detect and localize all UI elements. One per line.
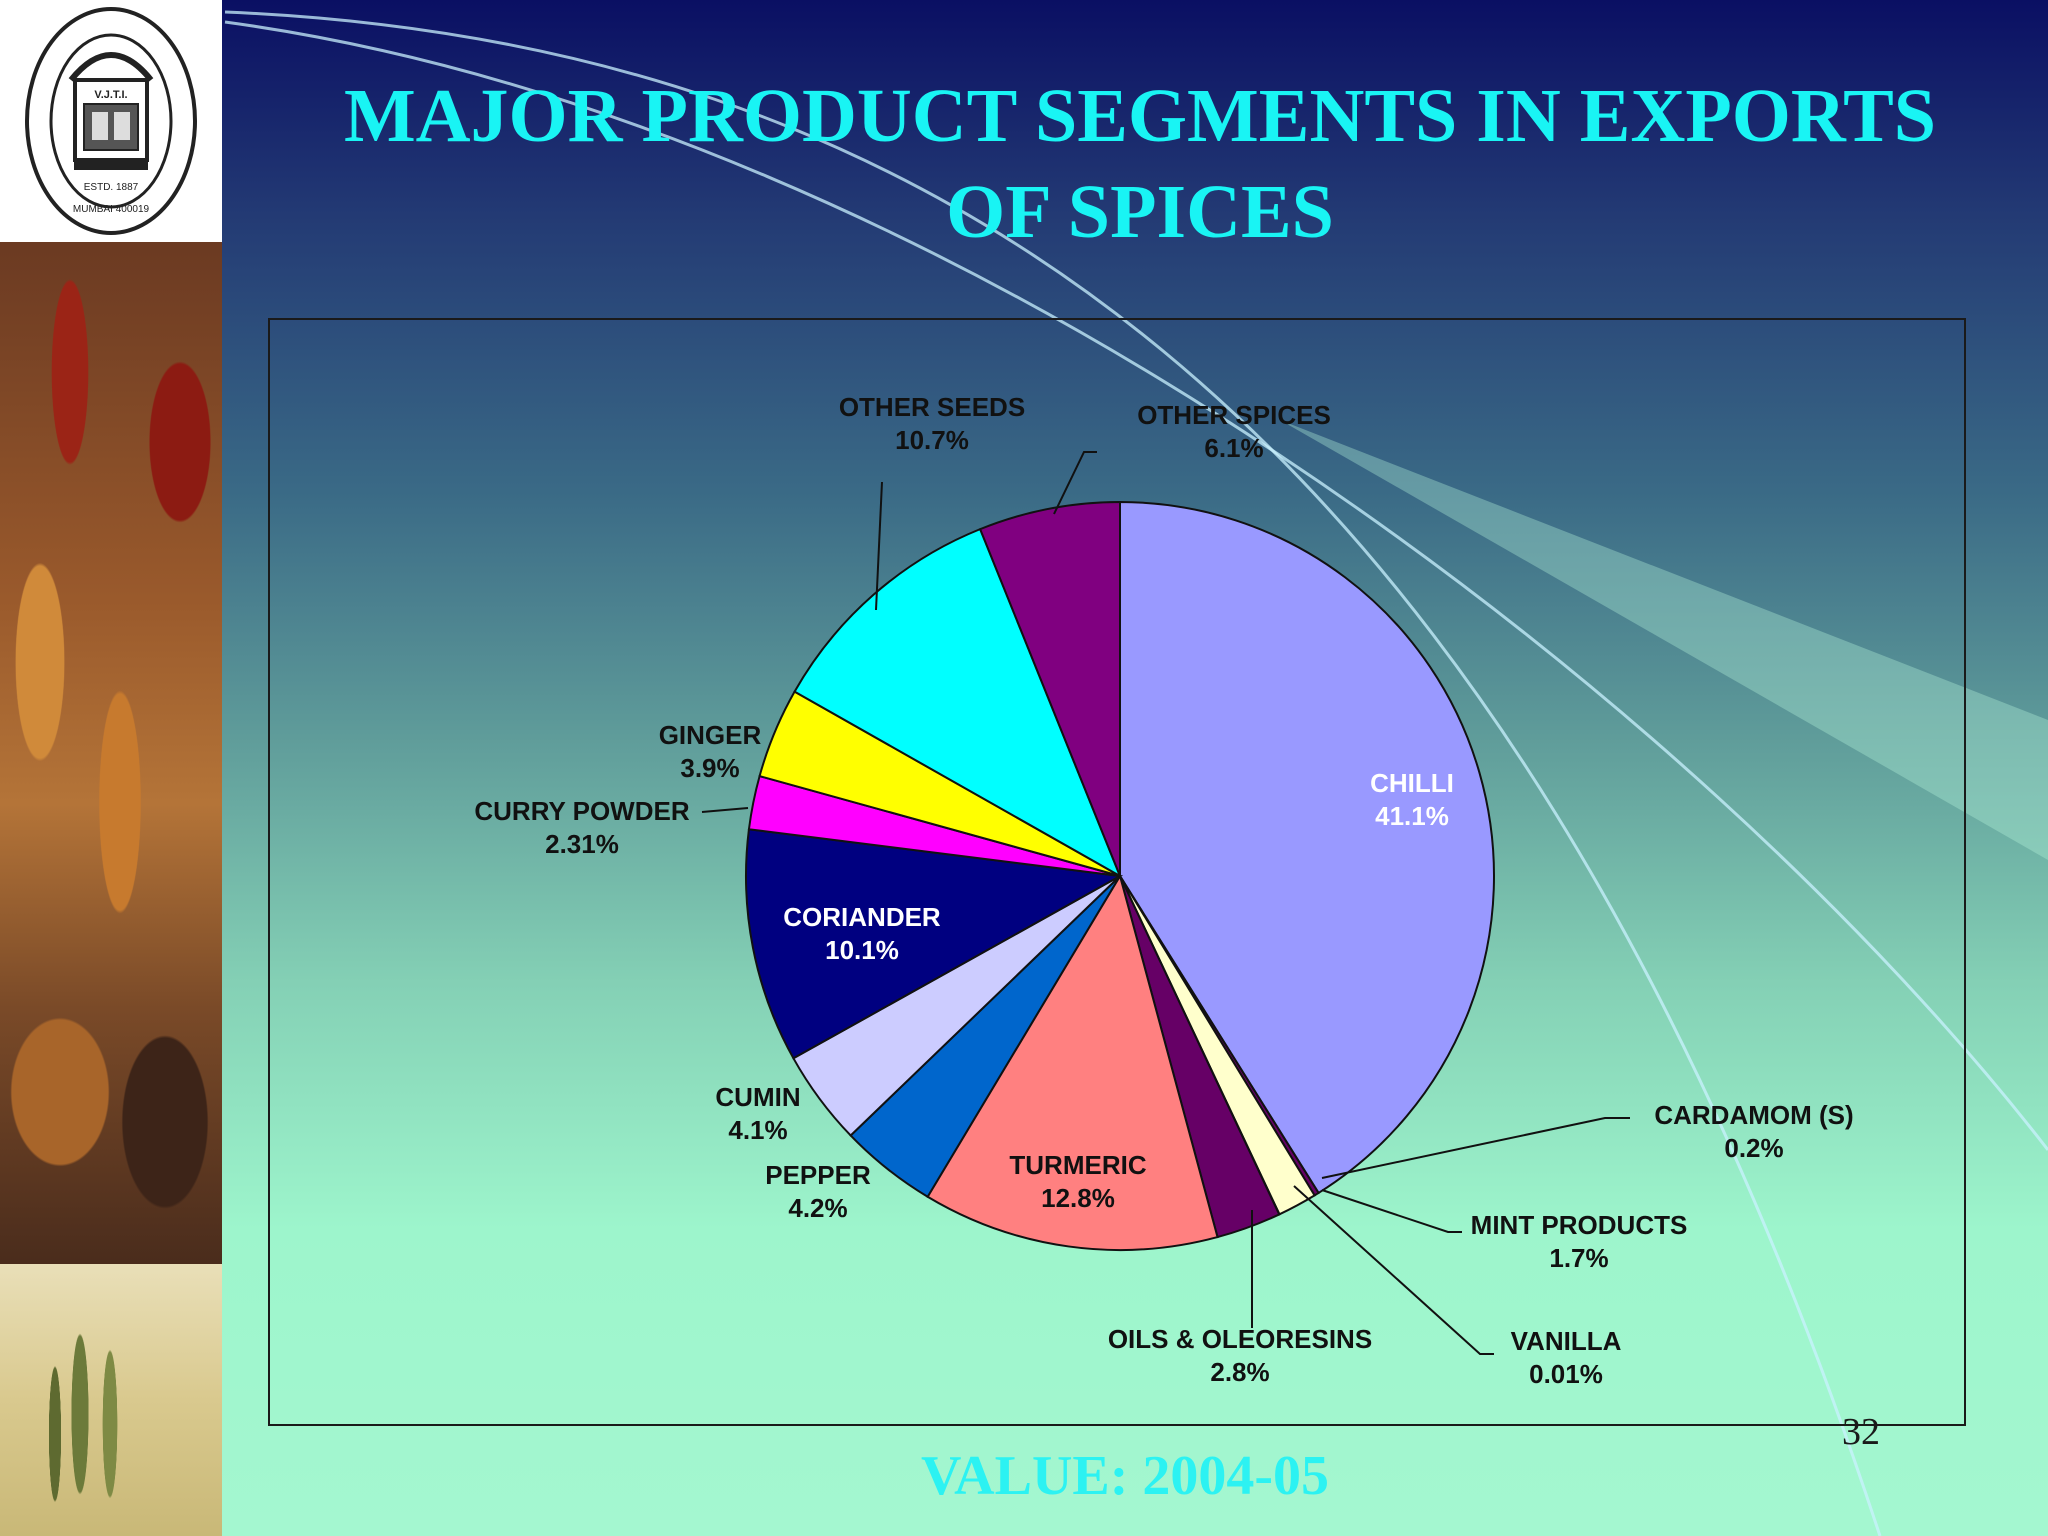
slice-label-other-spices: OTHER SPICES 6.1%: [1137, 400, 1331, 463]
slice-value-ginger: 3.9%: [680, 753, 739, 783]
side-image-strip: V.J.T.I. ESTD. 1887 MUMBAI 400019: [0, 0, 222, 1536]
slide-number: 32: [1842, 1411, 1880, 1453]
svg-text:ESTD. 1887: ESTD. 1887: [84, 182, 139, 193]
slice-value-chilli: 41.1%: [1375, 801, 1449, 831]
slice-label-turmeric: TURMERIC 12.8%: [1009, 1150, 1146, 1213]
slice-label-chilli: CHILLI 41.1%: [1370, 768, 1454, 831]
slice-label-mint-products: MINT PRODUCTS 1.7%: [1471, 1210, 1688, 1273]
pie-slice-coriander: [745, 828, 1124, 1060]
slice-label-vanilla: VANILLA 0.01%: [1511, 1326, 1622, 1389]
slice-label-ginger: GINGER 3.9%: [659, 720, 762, 783]
pie-chart: CHILLI 41.1% CARDAMOM (S) 0.2% MINT PRODUCTS…: [474, 392, 1853, 1389]
pie-slice-chilli: [1119, 500, 1495, 1195]
vanilla-plant-photo: [0, 1264, 222, 1536]
chart-frame: CHILLI 41.1% CARDAMOM (S) 0.2% MINT PRODUCTS…: [268, 318, 1966, 1426]
leader-line-other-spices: [1053, 451, 1097, 515]
chart-subtitle: VALUE: 2004-05: [920, 1445, 1330, 1507]
institute-seal-icon: V.J.T.I. ESTD. 1887 MUMBAI 400019: [25, 7, 197, 235]
slice-value-vanilla: 0.01%: [1529, 1359, 1603, 1389]
slice-value-coriander: 10.1%: [825, 935, 899, 965]
svg-text:MUMBAI 400019: MUMBAI 400019: [73, 204, 150, 215]
institute-logo: V.J.T.I. ESTD. 1887 MUMBAI 400019: [0, 0, 222, 242]
pie-slice-other-spices: [978, 500, 1121, 877]
spices-photo: [0, 242, 222, 1264]
slice-label-cumin: CUMIN 4.1%: [715, 1082, 800, 1145]
slice-value-cardamom-s: 0.2%: [1724, 1133, 1783, 1163]
slice-value-cumin: 4.1%: [728, 1115, 787, 1145]
slice-value-curry-powder: 2.31%: [545, 829, 619, 859]
leader-line-cardamom-s: [1321, 1117, 1630, 1179]
slice-value-oils-oleoresins: 2.8%: [1210, 1357, 1269, 1387]
slice-label-oils-oleoresins: OILS & OLEORESINS 2.8%: [1108, 1324, 1372, 1387]
leader-line-vanilla: [1293, 1185, 1494, 1355]
slice-label-pepper: PEPPER 4.2%: [765, 1160, 871, 1223]
pie-slice-other-seeds: [793, 527, 1122, 879]
pie-slice-turmeric: [926, 873, 1219, 1251]
slice-label-other-seeds: OTHER SEEDS 10.7%: [839, 392, 1025, 455]
leader-line-curry-powder: [701, 807, 749, 813]
slice-value-turmeric: 12.8%: [1041, 1183, 1115, 1213]
slice-label-curry-powder: CURRY POWDER 2.31%: [474, 796, 689, 859]
slice-value-other-spices: 6.1%: [1204, 433, 1263, 463]
slice-label-coriander: CORIANDER 10.1%: [783, 902, 941, 965]
leader-line-other-seeds: [875, 481, 883, 611]
leader-line-mint-products: [1321, 1189, 1462, 1233]
slice-value-other-seeds: 10.7%: [895, 425, 969, 455]
slice-value-pepper: 4.2%: [788, 1193, 847, 1223]
slide-title: MAJOR PRODUCT SEGMENTS IN EXPORTS OF SPI…: [343, 74, 1937, 254]
slice-label-cardamom-s: CARDAMOM (S) 0.2%: [1654, 1100, 1853, 1163]
svg-text:V.J.T.I.: V.J.T.I.: [94, 89, 127, 101]
slice-value-mint-products: 1.7%: [1549, 1243, 1608, 1273]
